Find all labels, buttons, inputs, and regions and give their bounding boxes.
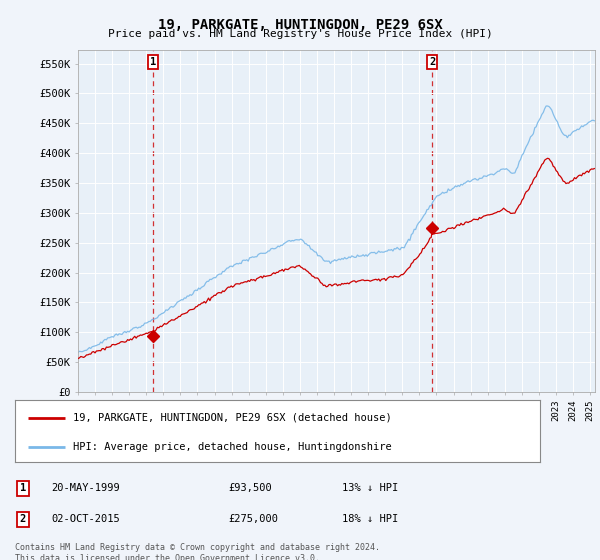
Text: Contains HM Land Registry data © Crown copyright and database right 2024.
This d: Contains HM Land Registry data © Crown c… [15,543,380,560]
Text: £93,500: £93,500 [228,483,272,493]
Text: 19, PARKGATE, HUNTINGDON, PE29 6SX: 19, PARKGATE, HUNTINGDON, PE29 6SX [158,18,442,32]
Text: 20-MAY-1999: 20-MAY-1999 [51,483,120,493]
Text: Price paid vs. HM Land Registry's House Price Index (HPI): Price paid vs. HM Land Registry's House … [107,29,493,39]
Text: £275,000: £275,000 [228,514,278,524]
Text: 02-OCT-2015: 02-OCT-2015 [51,514,120,524]
Text: 2: 2 [429,57,436,67]
Text: 13% ↓ HPI: 13% ↓ HPI [342,483,398,493]
Text: 18% ↓ HPI: 18% ↓ HPI [342,514,398,524]
Text: 1: 1 [149,57,156,67]
Text: 1: 1 [20,483,26,493]
Text: 19, PARKGATE, HUNTINGDON, PE29 6SX (detached house): 19, PARKGATE, HUNTINGDON, PE29 6SX (deta… [73,413,392,423]
Text: 2: 2 [20,514,26,524]
Text: HPI: Average price, detached house, Huntingdonshire: HPI: Average price, detached house, Hunt… [73,442,392,451]
